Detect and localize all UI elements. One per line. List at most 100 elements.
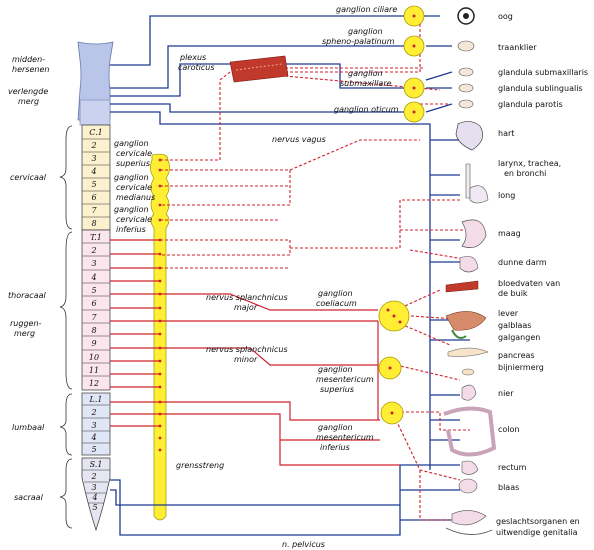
small-intestine-icon [459,256,479,273]
adrenal-icon [461,368,475,376]
label-dunne-darm: dunne darm [498,258,547,267]
label-maag: maag [498,229,521,238]
seg-c8: 8 [91,219,96,228]
label-ganglion-mes-inf-2: mesentericum [316,433,374,442]
seg-l1: L.1 [89,395,103,404]
blood-vessel-icon [445,280,479,293]
label-bloedvaten-1: bloedvaten van [498,279,560,288]
label-long: long [498,191,515,200]
seg-t11: 11 [89,366,99,375]
label-midbrain-2: hersenen [12,65,49,74]
label-lever-2: galblaas [498,321,531,330]
label-grensstreng: grensstreng [176,461,224,470]
rectum-icon [461,460,479,475]
label-spinal-cord-2: merg [14,329,35,338]
spinal-cord [77,41,114,532]
label-spinal-cord-1: ruggen- [10,319,42,328]
label-pelvicus: n. pelvicus [282,540,325,549]
label-medulla-1: verlengde [8,87,48,96]
label-ganglion-oticum: ganglion oticum [334,105,399,114]
seg-t2: 2 [90,246,96,255]
label-ganglion-mes-inf-1: ganglion [318,423,353,432]
label-gc-sup-1: ganglion [114,139,149,148]
seg-t5: 5 [91,286,96,295]
seg-t6: 6 [91,299,96,308]
ganglia [378,5,425,425]
sympathetic-trunk [150,153,170,521]
label-gc-inf-3: inferius [116,225,146,234]
label-cervical: cervicaal [10,173,47,182]
label-sacral: sacraal [14,493,44,502]
label-larynx-1: larynx, trachea, [498,159,561,168]
organ-labels: oog traanklier glandula submaxillaris gl… [496,12,588,537]
label-splanch-minor-2: minor [234,355,258,364]
ganglion-labels: ganglion ciliare ganglion spheno-palatin… [316,5,399,452]
label-geslacht-1: geslachtsorganen en [496,517,580,526]
pancreas-icon [447,347,489,357]
seg-t8: 8 [91,326,96,335]
label-colon: colon [498,425,519,434]
label-oog: oog [498,12,513,21]
seg-s1: S.1 [90,460,103,469]
sublingual-gland-icon [458,83,474,93]
label-bijniermerg: bijniermerg [498,363,544,372]
label-gc-inf-2: cervicale [116,215,152,224]
seg-c4: 4 [90,167,96,176]
lung-icon [469,185,489,204]
label-vagus: nervus vagus [272,135,326,144]
label-ganglion-mes-inf-3: inferius [320,443,350,452]
region-braces [59,125,73,529]
label-lever-1: lever [498,309,519,318]
parotid-gland-icon [458,99,474,109]
kidney-icon [461,384,477,401]
seg-s3: 3 [91,483,96,492]
trachea-icon [465,163,471,199]
label-gc-med-3: medianus [116,193,155,202]
label-traanklier: traanklier [498,43,537,52]
label-gc-med-1: ganglion [114,173,149,182]
label-lumbar: lumbaal [12,423,45,432]
seg-c6: 6 [91,193,96,202]
parasympathetic-nerves [110,15,470,536]
label-ganglion-mes-sup-1: ganglion [318,365,353,374]
label-sublingualis: glandula sublingualis [498,84,583,93]
seg-c1: C.1 [89,128,102,137]
label-splanch-minor-1: nervus splanchnicus [206,345,288,354]
label-plexus-1: plexus [179,53,206,62]
seg-c5: 5 [91,180,96,189]
label-larynx-2: en bronchi [504,169,546,178]
label-nier: nier [498,389,514,398]
liver-icon [445,311,487,331]
seg-s4: 4 [91,493,97,502]
seg-t4: 4 [90,273,96,282]
seg-c3: 3 [91,154,96,163]
segment-labels: C.1 2 3 4 5 6 7 8 T.1 2 3 4 5 6 7 8 9 10… [89,128,103,512]
colon-icon [443,406,497,457]
seg-t12: 12 [89,379,99,388]
seg-c2: 2 [90,141,96,150]
label-submaxillaris: glandula submaxillaris [498,68,588,77]
label-ganglion-submax-2: submaxillare [340,79,392,88]
seg-t1: T.1 [90,233,102,242]
label-gc-sup-3: superius [116,159,150,168]
label-blaas: blaas [498,483,519,492]
label-ganglion-coeliacum-2: coeliacum [316,299,357,308]
seg-t10: 10 [89,353,99,362]
bladder-icon [458,478,478,494]
cervical-region [81,124,111,231]
label-ganglion-spheno-2: spheno-palatinum [322,37,395,46]
seg-c7: 7 [91,206,97,215]
label-parotis: glandula parotis [498,100,563,109]
label-bloedvaten-2: de buik [498,289,528,298]
lumbar-region [81,392,111,456]
label-gc-sup-2: cervicale [116,149,152,158]
seg-l2: 2 [90,408,96,417]
sympathetic-nerves [110,239,400,466]
label-ganglion-submax-1: ganglion [348,69,383,78]
center-labels: plexus caroticus nervus vagus ganglion c… [114,53,326,549]
seg-s5: 5 [92,503,97,512]
label-geslacht-2: uitwendige genitalia [496,528,578,537]
genitalia-icon [451,510,487,526]
label-ganglion-spheno-1: ganglion [348,27,383,36]
